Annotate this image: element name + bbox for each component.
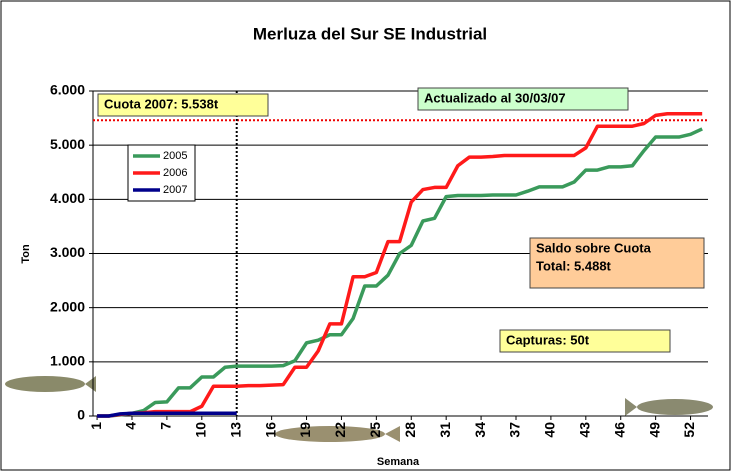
annotation-box [97,93,269,117]
series-line [97,112,703,418]
x-tick-label: 46 [611,422,627,438]
x-tick-label: 34 [472,422,488,438]
series-line [97,127,703,418]
legend-label: 2007 [163,184,187,196]
x-tick-label: 1 [88,422,104,430]
y-tick-label: 6.000 [50,82,85,98]
annotation: Cuota 2007: 5.538t [104,96,219,111]
annotation-box [529,237,705,289]
fish-right [625,398,713,416]
x-tick-label: 25 [367,422,383,438]
y-tick-label: 5.000 [50,136,85,152]
legend-label: 2005 [163,150,187,162]
x-tick-label: 49 [646,422,662,438]
series-line [97,411,237,418]
annotation-box [499,329,671,353]
annotation: Saldo sobre Cuota [536,240,652,255]
annotation: Total: 5.488t [536,258,612,273]
y-tick-label: 0 [77,407,85,423]
x-tick-label: 13 [227,422,243,438]
x-tick-label: 16 [262,422,278,438]
legend-label: 2006 [163,167,187,179]
x-tick-label: 10 [193,422,209,438]
x-tick-label: 52 [681,422,697,438]
annotation: Actualizado al 30/03/07 [424,90,566,105]
fish-middle [275,426,400,442]
x-tick-label: 7 [158,422,174,430]
annotation: Capturas: 50t [506,332,590,347]
x-axis-label: Semana [377,456,420,468]
y-tick-label: 4.000 [50,190,85,206]
y-axis-label: Ton [20,244,32,264]
x-tick-label: 4 [123,422,139,430]
x-tick-label: 31 [437,422,453,438]
y-tick-label: 2.000 [50,298,85,314]
x-tick-label: 19 [297,422,313,438]
y-tick-label: 3.000 [50,244,85,260]
chart-title: Merluza del Sur SE Industrial [253,24,487,43]
annotation-box [417,87,629,111]
x-tick-label: 22 [332,422,348,438]
x-tick-label: 40 [542,422,558,438]
x-tick-label: 28 [402,422,418,438]
y-tick-label: 1.000 [50,353,85,369]
x-tick-label: 37 [507,422,523,438]
x-tick-label: 43 [577,422,593,438]
